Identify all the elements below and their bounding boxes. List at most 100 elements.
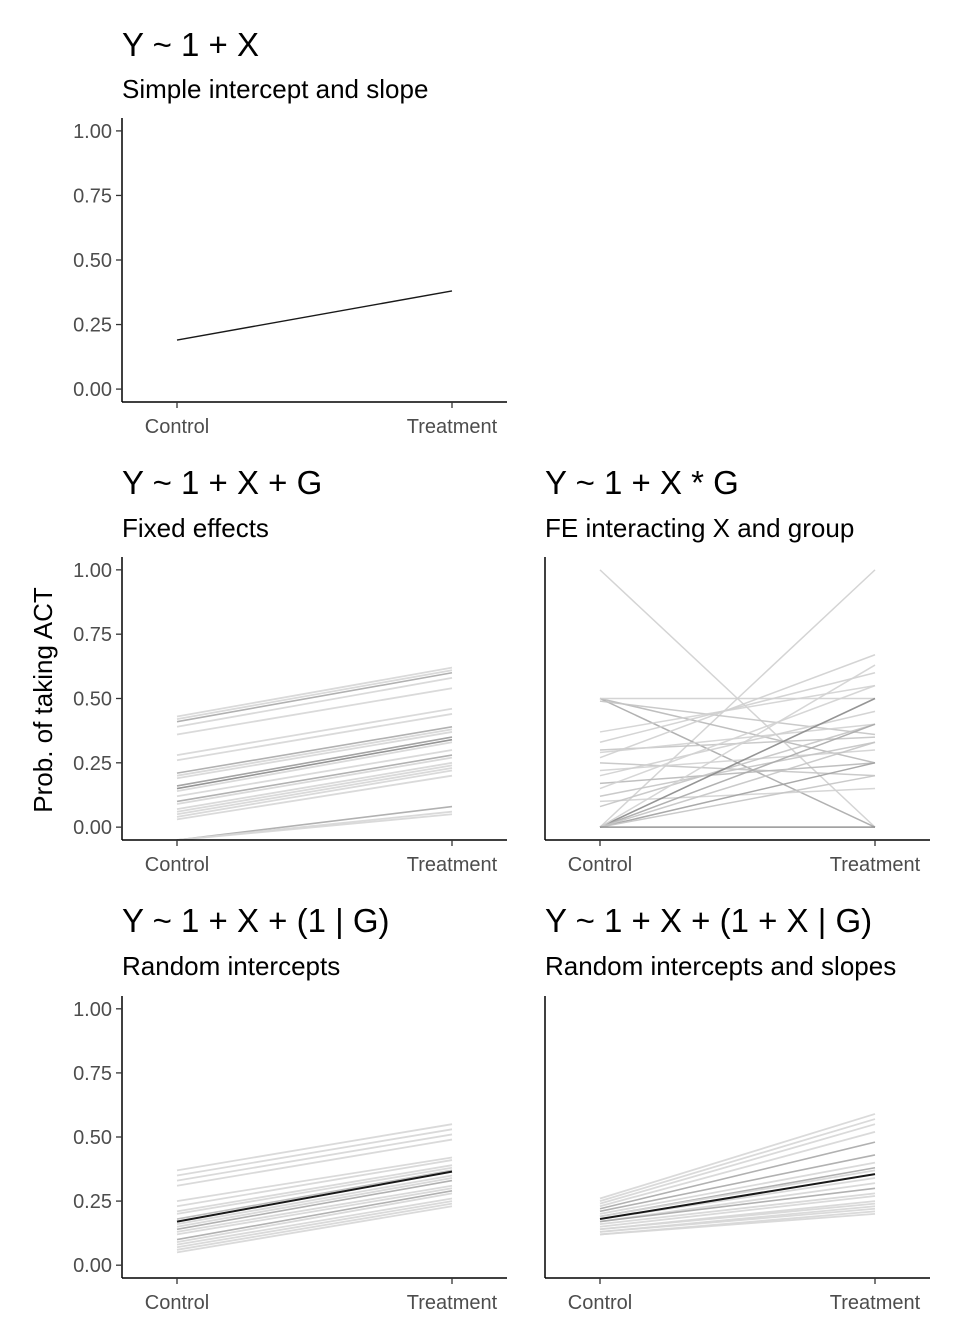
panel-title: Y ~ 1 + X: [122, 26, 259, 63]
group-line-2: [176, 1128, 453, 1177]
group-line-19: [176, 767, 453, 816]
group-line-14: [176, 1187, 453, 1236]
panel-simple: Y ~ 1 + X Simple intercept and slope 0.00 0…: [73, 26, 507, 438]
panel-subtitle: FE interacting X and group: [545, 513, 854, 543]
group-line-5: [599, 1141, 876, 1210]
x-tick-label: Control: [568, 1292, 632, 1314]
group-line-1: [176, 666, 453, 718]
group-line-20: [176, 769, 453, 818]
group-line-13: [599, 1192, 876, 1226]
group-line-1: [176, 1123, 453, 1172]
group-line-14: [599, 1195, 876, 1228]
group-line-15: [599, 762, 876, 785]
group-line-12: [599, 1187, 876, 1223]
group-line-12: [176, 738, 453, 790]
group-line-8: [176, 1166, 453, 1215]
group-line-18: [176, 764, 453, 813]
group-line-20: [599, 1213, 876, 1236]
group-line-17: [599, 741, 876, 797]
group-line-3: [176, 1133, 453, 1182]
group-line-19: [176, 1202, 453, 1251]
group-line-23: [599, 741, 876, 828]
panel-fe-interacting: Y ~ 1 + X * G FE interacting X and group C…: [544, 464, 930, 876]
group-line-25: [599, 774, 876, 828]
y-tick-label: 0.00: [73, 379, 112, 401]
group-line-4: [599, 1131, 876, 1208]
group-line-14: [176, 749, 453, 798]
panel-subtitle: Random intercepts and slopes: [545, 951, 896, 981]
group-line-22: [599, 762, 876, 828]
group-line-13: [176, 1184, 453, 1233]
x-tick-label: Control: [568, 854, 632, 876]
group-line-11: [176, 1177, 453, 1228]
y-tick-label: 1.00: [73, 999, 112, 1021]
group-line-16: [176, 756, 453, 805]
group-line-11: [176, 736, 453, 787]
group-line-1: [176, 290, 453, 341]
panel-subtitle: Random intercepts: [122, 951, 340, 981]
panel-random-intercepts: Y ~ 1 + X + (1 | G) Random intercepts 0.00…: [73, 902, 507, 1314]
group-line-17: [176, 1197, 453, 1246]
series-group: [176, 666, 453, 840]
panel-title: Y ~ 1 + X + (1 | G): [122, 902, 390, 939]
panel-title: Y ~ 1 + X + G: [122, 464, 322, 501]
group-line-21: [176, 774, 453, 821]
series-group: [599, 1113, 876, 1236]
mean-line: [176, 1170, 453, 1223]
group-line-7: [176, 713, 453, 762]
group-line-16: [176, 1192, 453, 1243]
group-line-20: [176, 1205, 453, 1254]
group-line-18: [599, 1207, 876, 1233]
y-tick-label: 0.50: [73, 689, 112, 711]
group-line-7: [599, 1161, 876, 1215]
group-line-10: [599, 723, 876, 754]
panel-title: Y ~ 1 + X + (1 + X | G): [545, 902, 872, 939]
series-group: [176, 1123, 453, 1254]
group-line-13: [599, 749, 876, 772]
group-line-24: [176, 813, 453, 840]
x-tick-label: Treatment: [407, 1292, 498, 1314]
group-line-12: [176, 1179, 453, 1231]
group-line-5: [176, 1156, 453, 1202]
group-line-9: [599, 1169, 876, 1218]
y-tick-label: 0.50: [73, 1127, 112, 1149]
group-line-10: [176, 731, 453, 780]
y-tick-label: 0.25: [73, 1191, 112, 1213]
group-line-2: [176, 669, 453, 720]
y-tick-label: 0.00: [73, 817, 112, 839]
group-line-14: [599, 710, 876, 777]
panel-title: Y ~ 1 + X * G: [545, 464, 739, 501]
series-group: [176, 290, 453, 341]
group-line-4: [599, 697, 876, 764]
group-line-21: [599, 723, 876, 828]
panel-fixed-effects: Y ~ 1 + X + G Fixed effects 0.00 0.25 0.50 0.…: [73, 464, 507, 876]
group-line-7: [599, 684, 876, 733]
group-line-1: [599, 1113, 876, 1200]
x-tick-label: Control: [145, 416, 209, 438]
x-tick-label: Treatment: [830, 1292, 921, 1314]
group-line-16: [599, 1202, 876, 1231]
group-line-18: [176, 1200, 453, 1249]
group-line-15: [176, 1190, 453, 1241]
group-line-2: [599, 1118, 876, 1202]
group-line-13: [176, 741, 453, 793]
group-line-9: [176, 1169, 453, 1220]
y-tick-label: 0.75: [73, 185, 112, 207]
panel-subtitle: Fixed effects: [122, 513, 269, 543]
group-line-11: [599, 654, 876, 759]
x-tick-label: Treatment: [407, 854, 498, 876]
group-line-4: [176, 677, 453, 728]
x-tick-label: Treatment: [407, 416, 498, 438]
group-line-19: [599, 723, 876, 808]
group-line-20: [599, 697, 876, 828]
series-group: [599, 569, 876, 828]
y-axis-title: Prob. of taking ACT: [28, 587, 58, 813]
y-tick-label: 1.00: [73, 560, 112, 582]
group-line-9: [176, 728, 453, 777]
group-line-5: [176, 687, 453, 736]
y-tick-label: 0.25: [73, 753, 112, 775]
group-line-17: [176, 761, 453, 811]
y-tick-label: 1.00: [73, 121, 112, 143]
y-tick-label: 0.50: [73, 250, 112, 272]
